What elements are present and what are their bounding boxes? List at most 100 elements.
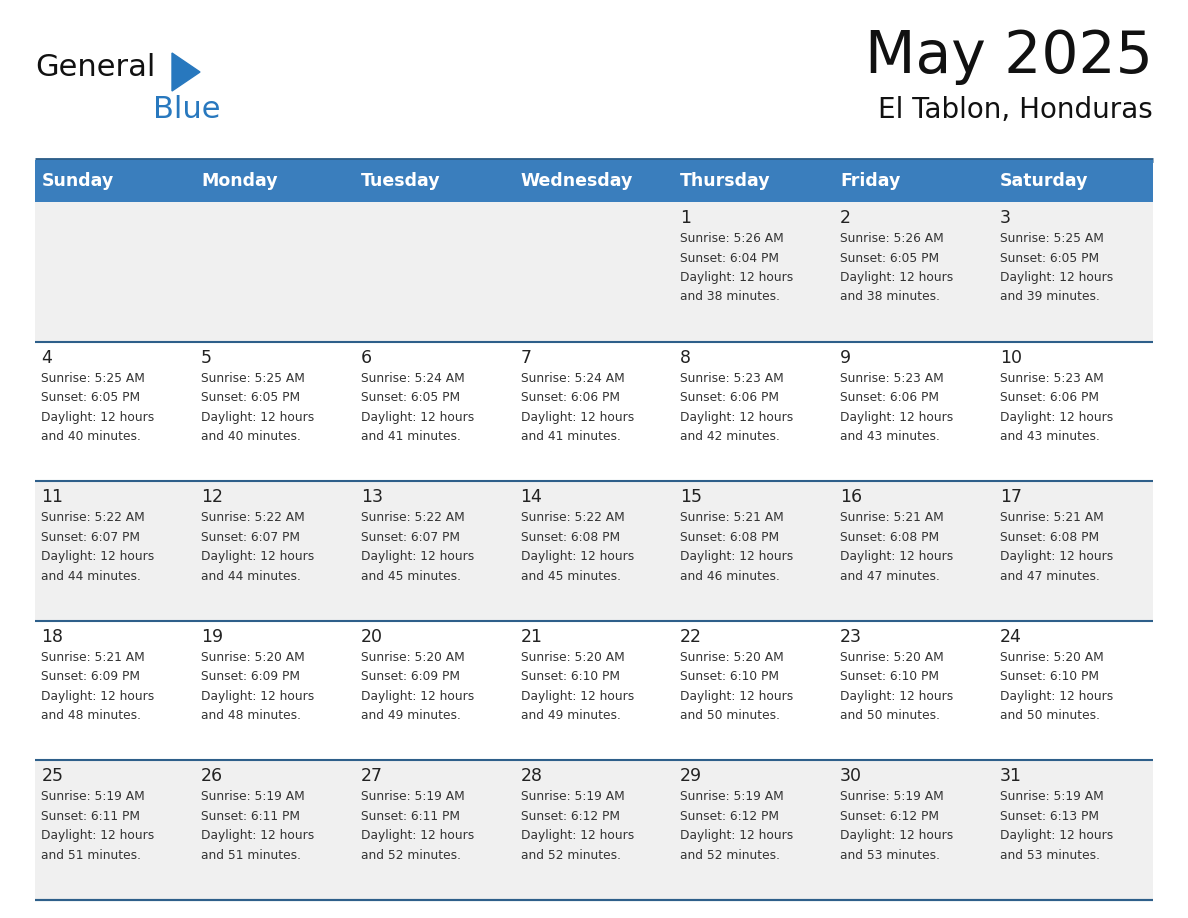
Text: Sunrise: 5:20 AM: Sunrise: 5:20 AM [681,651,784,664]
Text: Sunrise: 5:22 AM: Sunrise: 5:22 AM [361,511,465,524]
Text: Daylight: 12 hours: Daylight: 12 hours [681,829,794,843]
Text: Daylight: 12 hours: Daylight: 12 hours [361,689,474,703]
Text: Sunrise: 5:25 AM: Sunrise: 5:25 AM [42,372,145,385]
Text: Sunrise: 5:20 AM: Sunrise: 5:20 AM [361,651,465,664]
Text: Daylight: 12 hours: Daylight: 12 hours [520,689,633,703]
Bar [674,760,834,900]
Bar [354,481,514,621]
Text: 2: 2 [840,209,851,227]
Text: and 53 minutes.: and 53 minutes. [999,849,1100,862]
Text: Sunset: 6:05 PM: Sunset: 6:05 PM [361,391,460,404]
Polygon shape [172,53,200,91]
Text: Daylight: 12 hours: Daylight: 12 hours [520,829,633,843]
Text: 7: 7 [520,349,531,366]
Bar [354,202,514,341]
Bar [674,481,834,621]
Text: and 44 minutes.: and 44 minutes. [42,570,141,583]
Text: Daylight: 12 hours: Daylight: 12 hours [681,410,794,423]
Bar [34,341,195,481]
Text: and 49 minutes.: and 49 minutes. [361,710,461,722]
Text: Sunrise: 5:25 AM: Sunrise: 5:25 AM [999,232,1104,245]
Text: Daylight: 12 hours: Daylight: 12 hours [42,829,154,843]
Text: Sunrise: 5:21 AM: Sunrise: 5:21 AM [999,511,1104,524]
Text: 21: 21 [520,628,543,645]
Text: Sunrise: 5:22 AM: Sunrise: 5:22 AM [520,511,624,524]
Text: 6: 6 [361,349,372,366]
Text: 22: 22 [681,628,702,645]
Text: Daylight: 12 hours: Daylight: 12 hours [201,550,315,564]
Text: 10: 10 [999,349,1022,366]
Text: 11: 11 [42,488,63,506]
Text: Sunset: 6:10 PM: Sunset: 6:10 PM [520,670,619,683]
Text: Sunset: 6:11 PM: Sunset: 6:11 PM [201,810,301,823]
Text: and 50 minutes.: and 50 minutes. [681,710,781,722]
Text: Sunrise: 5:20 AM: Sunrise: 5:20 AM [520,651,624,664]
Text: Sunset: 6:08 PM: Sunset: 6:08 PM [840,531,939,543]
Text: Daylight: 12 hours: Daylight: 12 hours [361,410,474,423]
Text: and 49 minutes.: and 49 minutes. [520,710,620,722]
Text: Sunset: 6:04 PM: Sunset: 6:04 PM [681,252,779,264]
Text: 28: 28 [520,767,543,786]
Text: and 43 minutes.: and 43 minutes. [840,431,940,443]
Bar [993,341,1154,481]
Text: Sunset: 6:09 PM: Sunset: 6:09 PM [42,670,140,683]
Bar [514,621,674,760]
Bar [195,202,354,341]
Bar [34,621,195,760]
Text: Sunrise: 5:21 AM: Sunrise: 5:21 AM [840,511,943,524]
Text: Sunset: 6:11 PM: Sunset: 6:11 PM [42,810,140,823]
Text: and 43 minutes.: and 43 minutes. [999,431,1100,443]
Text: Daylight: 12 hours: Daylight: 12 hours [840,550,953,564]
Text: Blue: Blue [153,95,221,124]
Text: and 52 minutes.: and 52 minutes. [361,849,461,862]
Text: 30: 30 [840,767,862,786]
Text: Sunset: 6:06 PM: Sunset: 6:06 PM [520,391,619,404]
Text: 23: 23 [840,628,862,645]
Text: Thursday: Thursday [681,172,771,190]
Text: Daylight: 12 hours: Daylight: 12 hours [681,550,794,564]
Text: 31: 31 [999,767,1022,786]
Text: Sunset: 6:08 PM: Sunset: 6:08 PM [999,531,1099,543]
Text: and 38 minutes.: and 38 minutes. [840,290,940,304]
Bar [34,202,195,341]
Text: Sunset: 6:12 PM: Sunset: 6:12 PM [681,810,779,823]
Text: 15: 15 [681,488,702,506]
Text: Daylight: 12 hours: Daylight: 12 hours [999,689,1113,703]
Text: Sunrise: 5:19 AM: Sunrise: 5:19 AM [42,790,145,803]
Text: Sunrise: 5:26 AM: Sunrise: 5:26 AM [840,232,943,245]
Text: 9: 9 [840,349,851,366]
Text: Sunrise: 5:21 AM: Sunrise: 5:21 AM [681,511,784,524]
Text: General: General [34,53,156,82]
Text: and 47 minutes.: and 47 minutes. [999,570,1100,583]
Text: 17: 17 [999,488,1022,506]
Text: and 52 minutes.: and 52 minutes. [681,849,781,862]
Bar [195,341,354,481]
Text: and 51 minutes.: and 51 minutes. [201,849,301,862]
Text: Sunset: 6:05 PM: Sunset: 6:05 PM [999,252,1099,264]
Text: Daylight: 12 hours: Daylight: 12 hours [999,550,1113,564]
Text: and 42 minutes.: and 42 minutes. [681,431,781,443]
Text: Sunrise: 5:19 AM: Sunrise: 5:19 AM [361,790,465,803]
Text: and 40 minutes.: and 40 minutes. [201,431,301,443]
Text: Sunrise: 5:19 AM: Sunrise: 5:19 AM [681,790,784,803]
Text: Sunset: 6:07 PM: Sunset: 6:07 PM [361,531,460,543]
Text: Sunset: 6:06 PM: Sunset: 6:06 PM [840,391,939,404]
Text: Daylight: 12 hours: Daylight: 12 hours [840,829,953,843]
Text: Sunrise: 5:23 AM: Sunrise: 5:23 AM [681,372,784,385]
Bar [993,160,1154,202]
Text: Sunrise: 5:22 AM: Sunrise: 5:22 AM [201,511,305,524]
Text: Sunset: 6:09 PM: Sunset: 6:09 PM [361,670,460,683]
Text: Sunrise: 5:25 AM: Sunrise: 5:25 AM [201,372,305,385]
Text: 29: 29 [681,767,702,786]
Bar [834,621,993,760]
Bar [514,481,674,621]
Text: 3: 3 [999,209,1011,227]
Text: Sunset: 6:07 PM: Sunset: 6:07 PM [42,531,140,543]
Bar [514,160,674,202]
Text: Sunrise: 5:22 AM: Sunrise: 5:22 AM [42,511,145,524]
Bar [993,481,1154,621]
Text: 24: 24 [999,628,1022,645]
Text: Sunrise: 5:20 AM: Sunrise: 5:20 AM [999,651,1104,664]
Bar [195,760,354,900]
Text: Sunset: 6:10 PM: Sunset: 6:10 PM [840,670,939,683]
